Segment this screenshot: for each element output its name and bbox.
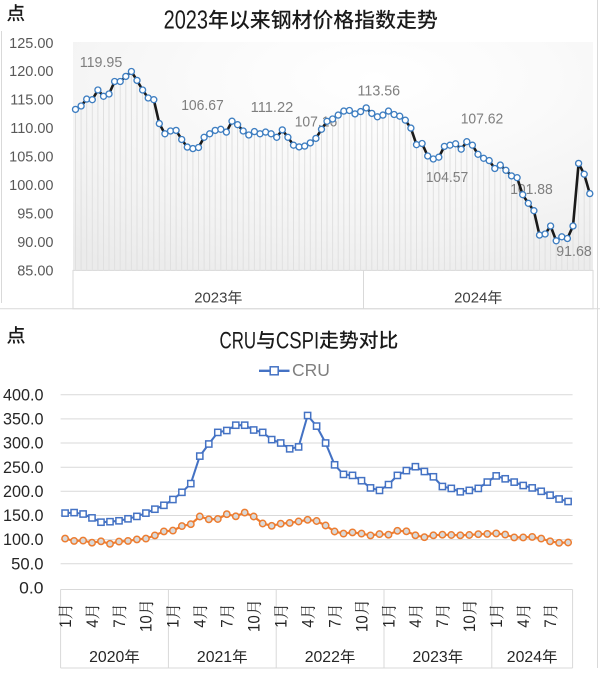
svg-text:4: 4	[192, 619, 210, 627]
svg-text:2024: 2024	[454, 290, 487, 307]
svg-text:7: 7	[326, 619, 344, 627]
svg-text:7: 7	[542, 619, 560, 627]
svg-text:4: 4	[407, 619, 425, 627]
svg-text:100.00: 100.00	[9, 178, 53, 194]
svg-text:10: 10	[138, 615, 156, 632]
svg-text:1: 1	[380, 619, 398, 627]
svg-text:2023: 2023	[194, 290, 227, 307]
svg-text:2020: 2020	[89, 649, 124, 666]
svg-text:101.88: 101.88	[510, 182, 553, 198]
svg-text:1: 1	[57, 619, 75, 627]
svg-text:1: 1	[273, 619, 291, 627]
svg-text:2023: 2023	[164, 7, 208, 35]
svg-text:106.67: 106.67	[181, 98, 224, 114]
svg-text:2021: 2021	[197, 649, 232, 666]
svg-text:350.0: 350.0	[3, 411, 44, 429]
svg-text:119.95: 119.95	[80, 55, 123, 71]
svg-text:105.00: 105.00	[9, 150, 53, 166]
svg-text:120.00: 120.00	[9, 64, 53, 80]
svg-text:91.68: 91.68	[556, 244, 592, 260]
svg-text:2022: 2022	[305, 649, 340, 666]
svg-text:300.0: 300.0	[3, 435, 44, 453]
svg-text:104.57: 104.57	[426, 170, 469, 186]
svg-text:10: 10	[353, 615, 371, 632]
svg-text:1: 1	[165, 619, 183, 627]
svg-text:100.0: 100.0	[3, 531, 44, 549]
svg-text:CRU: CRU	[292, 360, 330, 380]
svg-text:10: 10	[461, 615, 479, 632]
svg-text:250.0: 250.0	[3, 459, 44, 477]
svg-text:50.0: 50.0	[11, 555, 43, 573]
svg-text:2024: 2024	[507, 649, 542, 666]
svg-text:4: 4	[84, 619, 102, 627]
svg-text:7: 7	[219, 619, 237, 627]
svg-text:200.0: 200.0	[3, 483, 44, 501]
svg-text:111.22: 111.22	[251, 100, 294, 116]
svg-text:0.0: 0.0	[19, 580, 43, 598]
svg-text:CRU: CRU	[220, 327, 257, 354]
svg-text:150.0: 150.0	[3, 507, 44, 525]
svg-text:7: 7	[111, 619, 129, 627]
svg-text:400.0: 400.0	[3, 386, 44, 404]
svg-text:110.00: 110.00	[10, 121, 53, 137]
svg-text:10: 10	[246, 615, 264, 632]
svg-text:95.00: 95.00	[17, 207, 53, 223]
svg-text:4: 4	[299, 619, 317, 627]
svg-text:2023: 2023	[413, 649, 448, 666]
svg-text:125.00: 125.00	[9, 36, 53, 52]
svg-text:CSPI: CSPI	[276, 327, 319, 354]
svg-text:107.62: 107.62	[461, 112, 504, 128]
svg-text:85.00: 85.00	[17, 263, 53, 279]
svg-text:90.00: 90.00	[17, 235, 53, 251]
svg-text:4: 4	[515, 619, 533, 627]
svg-text:115.00: 115.00	[10, 93, 53, 109]
svg-text:113.56: 113.56	[358, 83, 401, 99]
svg-text:1: 1	[488, 619, 506, 627]
svg-text:7: 7	[434, 619, 452, 627]
